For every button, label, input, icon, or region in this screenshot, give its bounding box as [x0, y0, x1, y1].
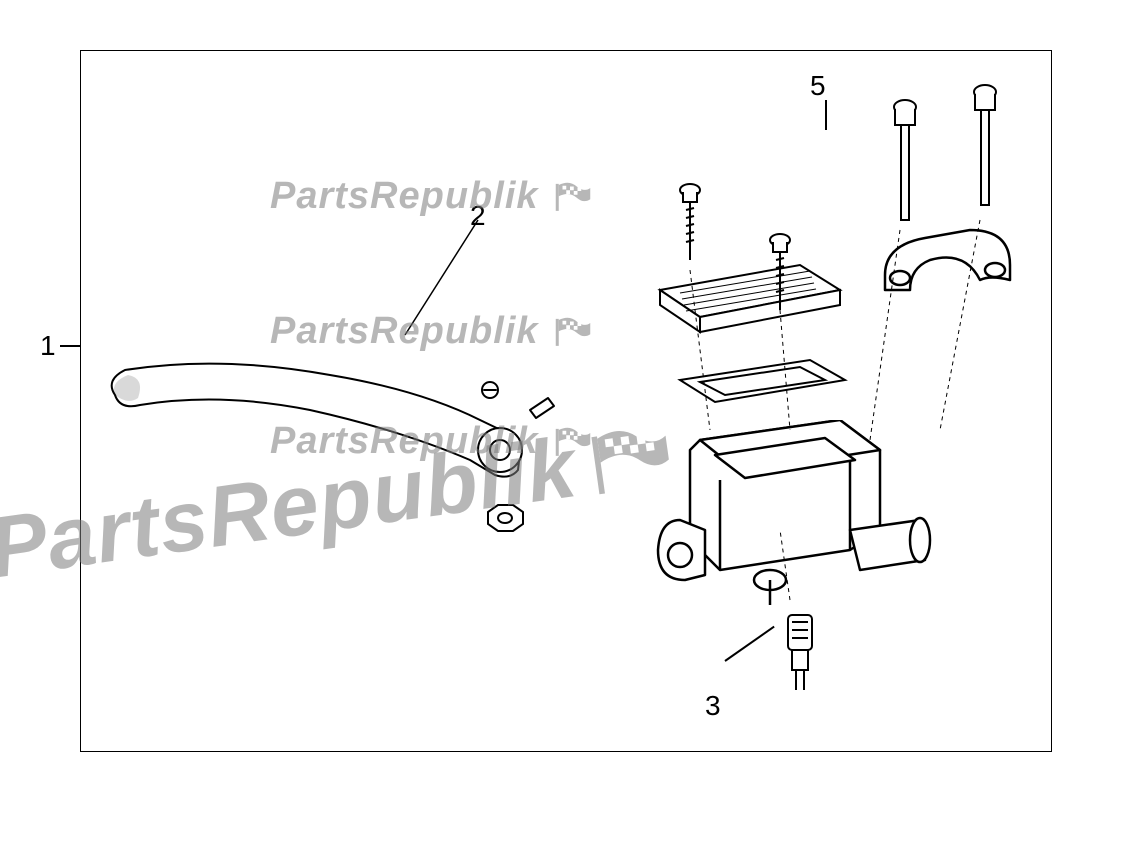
diagram-stage: 1 5 2 3	[0, 0, 1126, 845]
callout-1: 1	[40, 330, 56, 362]
assembly-guides	[600, 100, 1030, 660]
pivot-nut	[478, 500, 528, 540]
callout-1-leader	[60, 345, 80, 347]
brake-lever	[100, 320, 580, 520]
callout-3: 3	[705, 690, 721, 722]
callout-5: 5	[810, 70, 826, 102]
